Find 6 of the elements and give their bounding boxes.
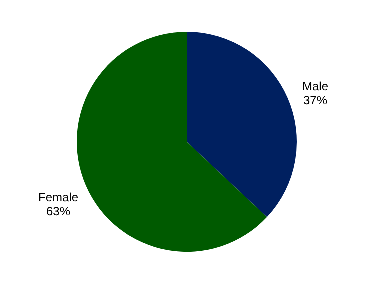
pie-slice	[187, 32, 297, 218]
pie-slice	[77, 32, 268, 252]
slice-label: Female	[38, 190, 79, 205]
data-label: 37%	[303, 93, 328, 108]
slice-label: Male	[302, 79, 329, 94]
data-label: 63%	[46, 204, 71, 219]
